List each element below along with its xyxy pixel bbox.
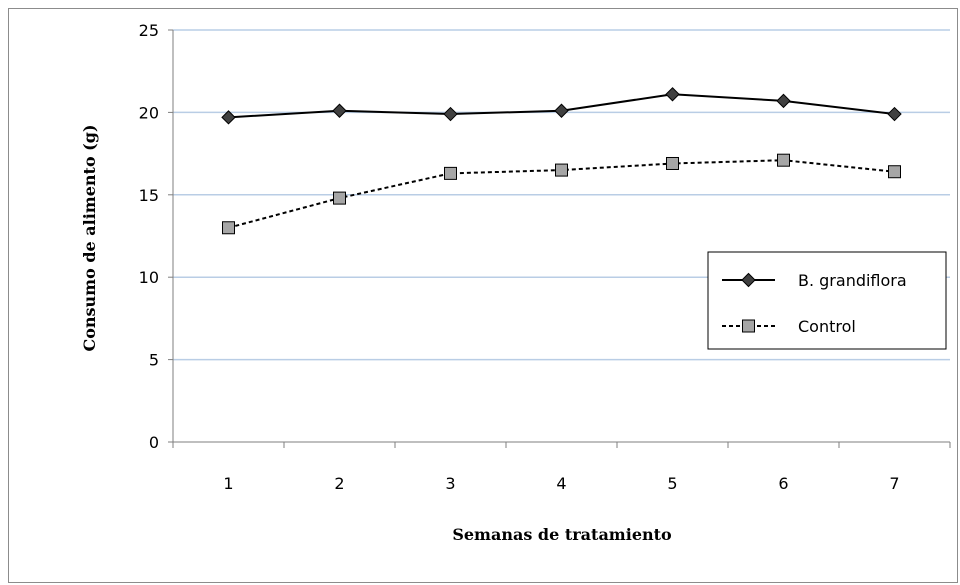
data-point-b-grandiflora-3 [443,106,458,122]
x-tick-label-2: 2 [334,474,344,493]
data-point-b-grandiflora-2 [332,103,347,118]
y-tick-labels: 0 5 10 15 20 25 [139,21,159,452]
data-point-b-grandiflora-1 [221,110,236,125]
data-point-control-1 [222,221,235,235]
legend-label-control: Control [798,317,856,336]
data-point-b-grandiflora-5 [665,87,680,102]
data-point-control-4 [555,163,568,177]
data-point-control-2 [333,191,346,205]
x-tick-label-4: 4 [556,474,566,493]
y-tick-label-5: 5 [149,351,159,370]
x-tick-label-7: 7 [889,474,899,493]
data-point-b-grandiflora-7 [887,106,902,122]
x-tick-label-3: 3 [445,474,455,493]
data-point-b-grandiflora-6 [776,93,791,109]
y-axis-title: Consumo de alimento (g) [80,124,99,351]
series-group [221,87,902,235]
y-tick-label-15: 15 [139,186,159,205]
x-axis-title: Semanas de tratamiento [452,525,672,544]
y-tick-label-0: 0 [149,433,159,452]
data-point-control-7 [888,165,901,179]
data-point-b-grandiflora-4 [554,103,569,118]
x-tick-label-6: 6 [778,474,788,493]
data-point-control-3 [444,166,457,180]
x-tick-labels: 1 2 3 4 5 6 7 [223,474,899,493]
axes [168,29,951,448]
legend-marker-control [742,319,755,333]
x-tick-label-5: 5 [667,474,677,493]
legend: B. grandiflora Control [707,251,947,350]
legend-label-b-grandiflora: B. grandiflora [798,271,907,290]
legend-marker-b-grandiflora [741,272,756,288]
y-tick-label-10: 10 [139,268,159,287]
data-point-control-6 [777,153,790,167]
data-point-control-5 [666,156,679,170]
legend-box [707,251,947,350]
y-tick-label-25: 25 [139,21,159,40]
x-tick-label-1: 1 [223,474,233,493]
y-tick-label-20: 20 [139,103,159,122]
